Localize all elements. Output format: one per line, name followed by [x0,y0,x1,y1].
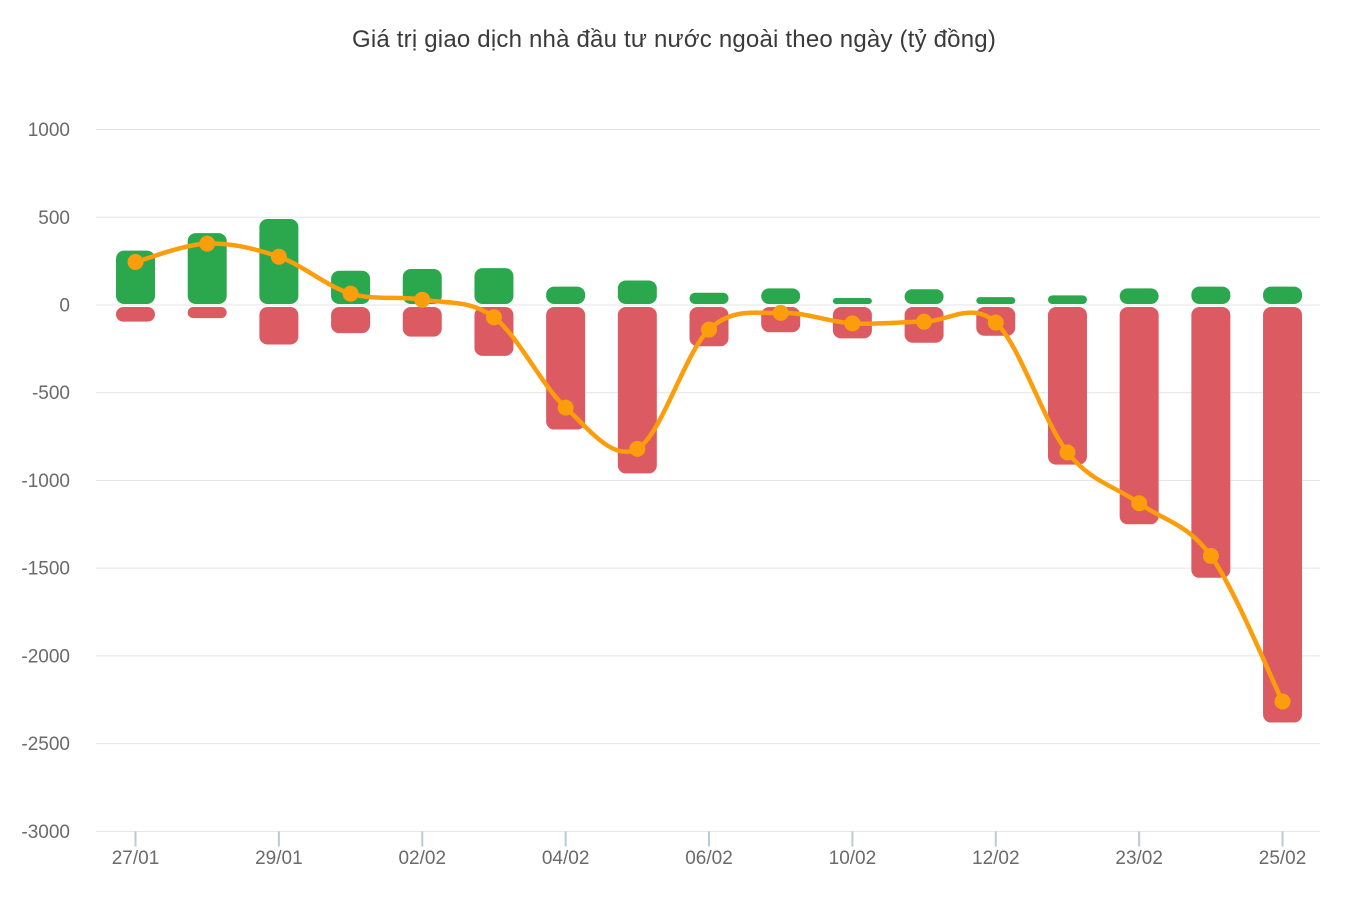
bar-buy-i11[interactable] [904,289,944,304]
x-tick-label-27/01: 27/01 [112,848,160,869]
net-point-12/02[interactable] [987,314,1004,331]
x-tick-label-29/01: 29/01 [255,848,303,869]
net-point-25/02[interactable] [1274,693,1291,710]
x-tick-label-04/02: 04/02 [542,848,590,869]
bar-sell-i15[interactable] [1191,307,1231,578]
bar-sell-27/01[interactable] [116,307,155,322]
y-tick-label--500: -500 [32,383,70,404]
bar-sell-i5[interactable] [474,307,514,356]
bar-sell-29/01[interactable] [259,307,299,345]
net-point-i15[interactable] [1202,547,1219,564]
bar-buy-10/02[interactable] [832,297,872,304]
net-point-i5[interactable] [485,309,502,326]
bar-buy-i1[interactable] [187,233,227,304]
y-tick-label--1000: -1000 [21,471,70,492]
x-tick-label-25/02: 25/02 [1259,848,1307,869]
bar-buy-i5[interactable] [474,268,514,304]
net-point-29/01[interactable] [270,248,287,265]
net-point-23/02[interactable] [1131,495,1148,512]
bar-buy-i7[interactable] [617,280,657,304]
y-tick-label--2500: -2500 [21,734,70,755]
bar-buy-i9[interactable] [761,288,801,304]
net-point-04/02[interactable] [557,399,574,416]
bar-buy-i13[interactable] [1047,295,1087,304]
bar-buy-23/02[interactable] [1119,288,1159,304]
x-tick-label-06/02: 06/02 [685,848,733,869]
y-tick-label-0: 0 [59,296,70,317]
bar-sell-23/02[interactable] [1119,307,1159,525]
net-point-06/02[interactable] [701,321,718,338]
x-tick-label-10/02: 10/02 [829,848,877,869]
net-point-27/01[interactable] [127,254,144,271]
bar-buy-12/02[interactable] [976,297,1016,304]
bar-sell-i3[interactable] [331,307,371,334]
bar-buy-04/02[interactable] [546,286,586,304]
bar-buy-02/02[interactable] [402,269,442,304]
net-point-i9[interactable] [772,304,789,321]
net-point-i7[interactable] [629,440,646,457]
net-point-i13[interactable] [1059,444,1076,461]
y-tick-label--1500: -1500 [21,559,70,580]
net-point-02/02[interactable] [414,291,431,308]
net-point-i3[interactable] [342,285,359,302]
y-tick-label--2000: -2000 [21,646,70,667]
y-tick-label-500: 500 [38,208,70,229]
bar-buy-i15[interactable] [1191,286,1231,304]
chart-title: Giá trị giao dịch nhà đầu tư nước ngoài … [351,26,997,53]
x-tick-label-23/02: 23/02 [1115,848,1163,869]
bar-sell-25/02[interactable] [1263,307,1303,723]
bar-buy-27/01[interactable] [116,250,155,304]
bar-buy-06/02[interactable] [689,292,729,304]
net-point-i1[interactable] [199,235,216,252]
net-point-i11[interactable] [916,313,933,330]
bar-sell-i13[interactable] [1047,307,1087,465]
bar-sell-02/02[interactable] [402,307,442,337]
bar-sell-i1[interactable] [187,307,227,319]
net-point-10/02[interactable] [844,315,861,332]
y-tick-label-1000: 1000 [28,120,70,141]
x-tick-label-12/02: 12/02 [972,848,1020,869]
y-tick-label--3000: -3000 [21,822,70,843]
x-tick-label-02/02: 02/02 [398,848,446,869]
bar-buy-25/02[interactable] [1263,286,1303,304]
bar-sell-i7[interactable] [617,307,657,474]
